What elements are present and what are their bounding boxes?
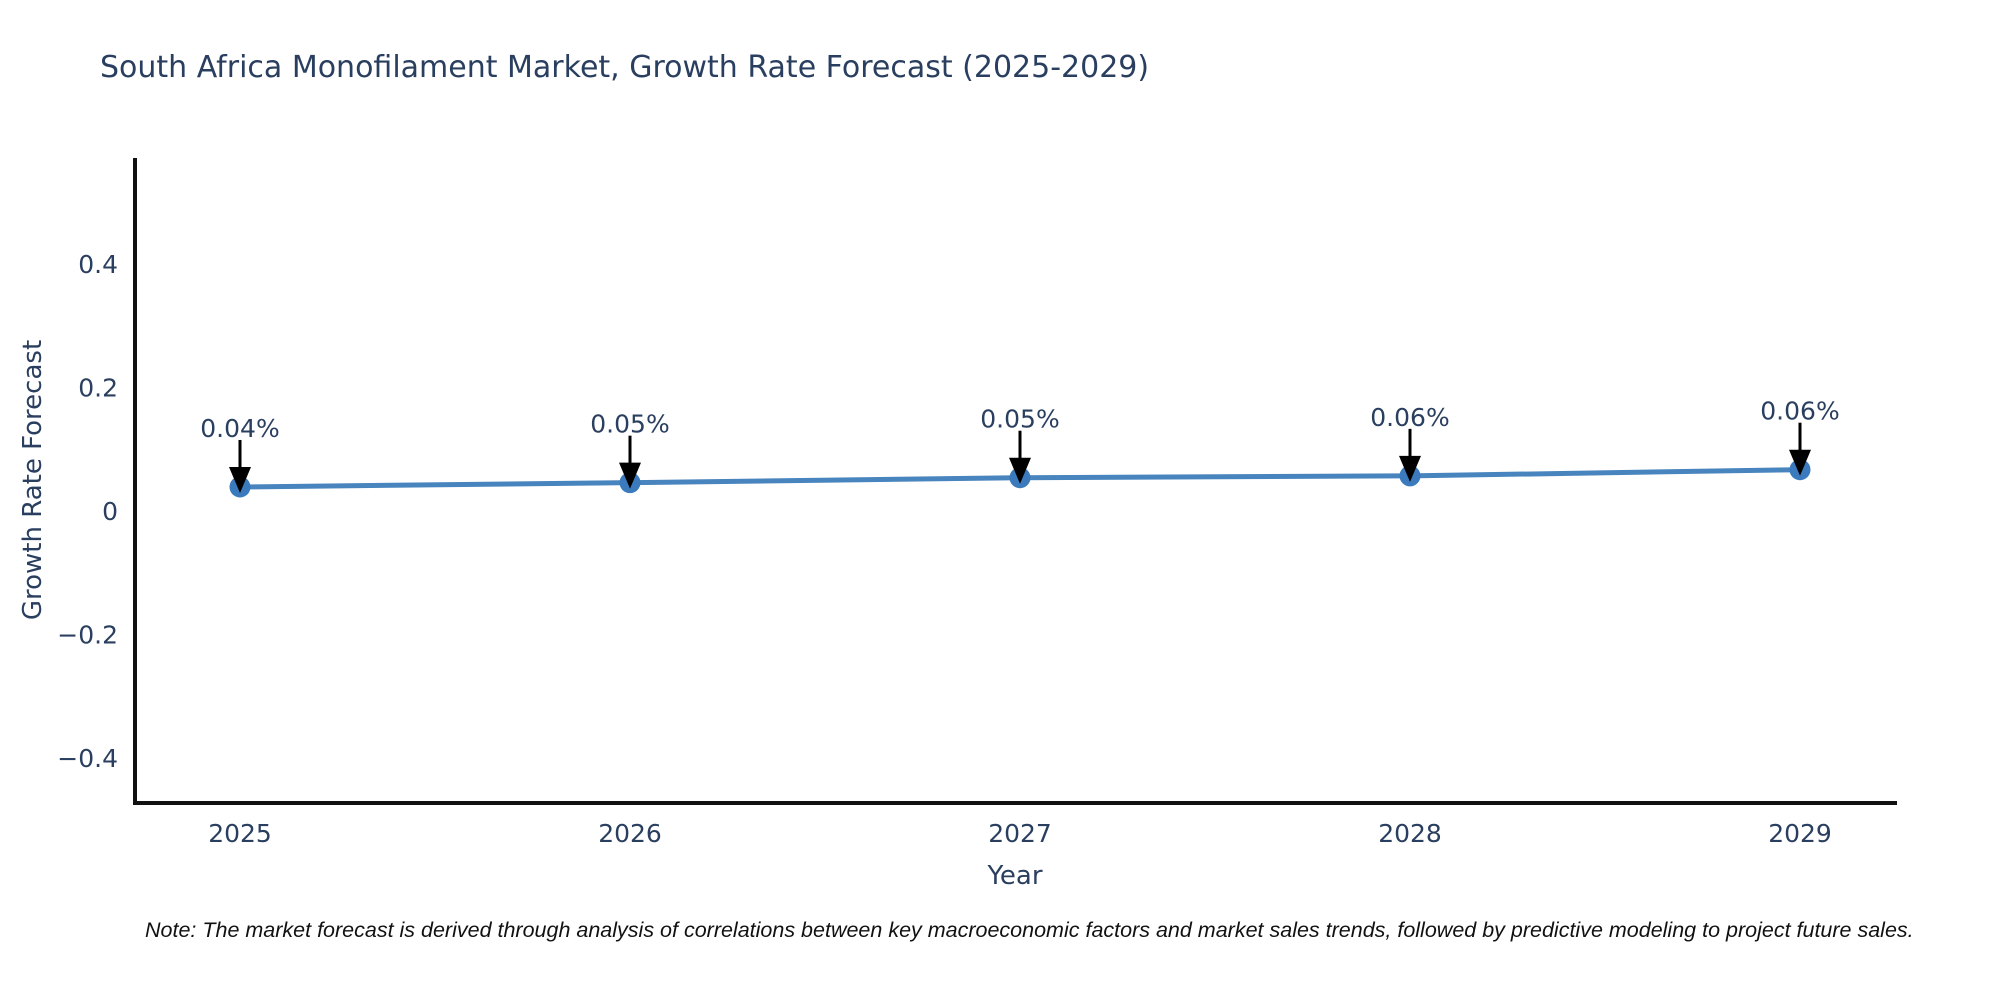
chart-title: South Africa Monofilament Market, Growth…	[100, 50, 1150, 85]
y-axis-title: Growth Rate Forecast	[18, 340, 48, 620]
x-tick-label: 2025	[208, 819, 272, 848]
y-tick-label: 0.2	[78, 374, 118, 403]
data-point-label: 0.06%	[1370, 403, 1449, 432]
annotation-arrowhead	[1789, 449, 1811, 476]
y-tick-label: −0.4	[57, 744, 118, 773]
data-point-label: 0.05%	[590, 410, 669, 439]
annotation-arrowhead	[619, 462, 641, 489]
x-tick-label: 2026	[598, 819, 662, 848]
annotation-arrowhead	[1009, 457, 1031, 484]
footnote: Note: The market forecast is derived thr…	[145, 918, 1914, 942]
annotation-arrowhead	[1399, 455, 1421, 482]
data-point-label: 0.05%	[980, 405, 1059, 434]
data-point-label: 0.06%	[1760, 397, 1839, 426]
x-tick-label: 2028	[1378, 819, 1442, 848]
y-tick-label: 0.4	[78, 250, 118, 279]
data-point-label: 0.04%	[200, 414, 279, 443]
y-tick-label: −0.2	[57, 620, 118, 649]
y-tick-label: 0	[102, 497, 118, 526]
annotation-arrowhead	[229, 466, 251, 493]
x-axis-title: Year	[986, 861, 1042, 891]
x-tick-label: 2027	[988, 819, 1052, 848]
x-tick-label: 2029	[1768, 819, 1832, 848]
